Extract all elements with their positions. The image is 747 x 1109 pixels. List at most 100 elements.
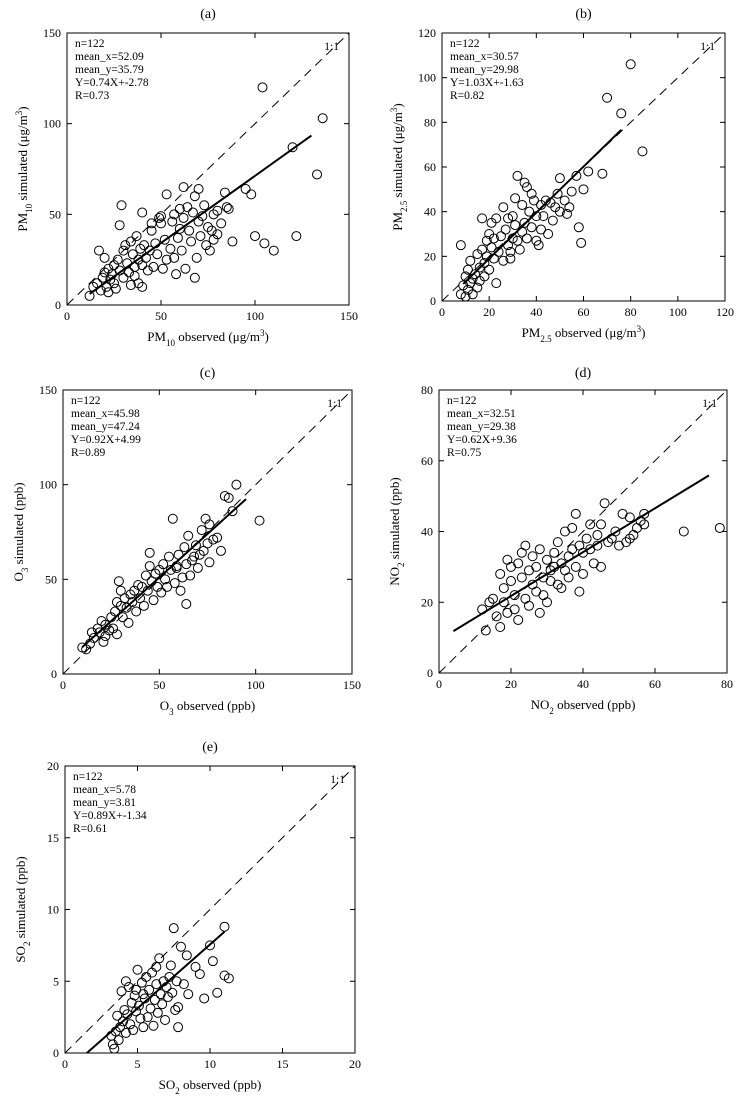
data-point (516, 572, 527, 583)
data-point (178, 212, 189, 223)
data-point (488, 593, 498, 604)
one-to-one-label: 1:1 (324, 41, 339, 53)
xlabel-axis-label: PM10 observed (μg/m3) (147, 328, 269, 348)
stats-text: R=0.61 (73, 823, 108, 835)
regression-line (86, 930, 226, 1053)
data-point (176, 245, 187, 256)
data-point (137, 207, 148, 218)
x-tick-label: 100 (246, 309, 264, 323)
chart-svg-c: (c) 0 50 100 150 0 50 100 150 n=122mean_x=45.98me… (11, 366, 361, 717)
data-point (150, 568, 161, 579)
data-point (498, 202, 509, 213)
stats-text: R=0.73 (75, 90, 110, 102)
data-point (189, 551, 200, 562)
x-tick-label: 0 (436, 677, 442, 691)
data-point (118, 1016, 128, 1027)
stats-text: R=0.82 (450, 90, 485, 102)
data-point (199, 200, 210, 211)
data-point (639, 508, 650, 519)
data-point (167, 216, 178, 227)
data-point (178, 182, 189, 193)
data-point (597, 168, 608, 179)
data-point (154, 953, 165, 964)
x-tick-label: 0 (64, 309, 70, 323)
stats-text: mean_y=29.38 (447, 421, 516, 433)
data-point (202, 538, 213, 549)
ylabel-axis-label: SO2 simulated (ppb) (13, 856, 32, 962)
data-point (99, 267, 110, 278)
data-point (193, 183, 204, 194)
data-point (599, 498, 610, 509)
ylabel-axis-label: O3 simulated (ppb) (11, 482, 30, 581)
data-point (223, 973, 234, 984)
y-tick-label: 10 (47, 903, 59, 917)
y-tick-label: 20 (421, 595, 433, 609)
data-point (513, 558, 524, 569)
y-tick-label: 80 (424, 115, 436, 129)
data-point (500, 224, 511, 235)
data-point (498, 583, 509, 594)
data-point (526, 222, 537, 233)
data-point (180, 263, 191, 274)
xlabel-axis-label: SO2 observed (ppb) (159, 1077, 262, 1096)
data-point (552, 188, 563, 199)
y-tick-label: 100 (43, 117, 61, 131)
one-to-one-line (65, 766, 355, 1053)
data-point (477, 213, 488, 224)
data-point (480, 625, 491, 636)
y-tick-label: 0 (430, 294, 436, 308)
data-point (160, 1014, 171, 1025)
data-point (561, 208, 572, 219)
data-point (528, 195, 539, 206)
data-point (185, 570, 196, 581)
data-point (455, 289, 466, 300)
data-point (169, 209, 180, 220)
data-point (187, 207, 198, 218)
x-tick-label: 120 (716, 305, 734, 319)
data-point (167, 987, 178, 998)
data-point (227, 506, 238, 517)
data-point (177, 572, 188, 583)
data-point (133, 278, 144, 289)
data-point (125, 236, 136, 247)
data-point (184, 225, 195, 236)
data-point (149, 994, 160, 1005)
data-point (160, 574, 171, 585)
panel-label: (e) (202, 740, 218, 755)
data-point (714, 522, 725, 533)
data-point (534, 544, 545, 555)
data-point (259, 238, 270, 249)
y-tick-label: 0 (51, 667, 57, 681)
data-point (152, 249, 163, 260)
y-tick-label: 0 (53, 1046, 59, 1060)
data-point (172, 232, 183, 243)
data-point (147, 967, 157, 978)
regression-line (88, 134, 312, 295)
data-point (199, 993, 210, 1004)
x-tick-label: 0 (62, 1057, 68, 1071)
data-point (545, 565, 556, 576)
data-point (540, 195, 551, 206)
data-point (156, 587, 167, 598)
chart-svg-b: (b)0 20 40 60 80 100 120020406080100120n=122me… (389, 7, 734, 344)
data-point (170, 1004, 181, 1015)
data-point (268, 245, 279, 256)
data-point (94, 627, 105, 638)
data-point (531, 561, 542, 572)
y-tick-label: 150 (39, 383, 57, 397)
data-point (154, 564, 165, 575)
x-tick-label: 60 (649, 677, 661, 691)
data-point (509, 590, 520, 601)
data-point (495, 568, 506, 579)
data-point (117, 612, 128, 623)
data-point (455, 240, 466, 251)
stats-text: mean_y=29.98 (450, 64, 519, 76)
data-point (538, 590, 549, 601)
y-tick-label: 15 (47, 831, 59, 845)
data-point (142, 1012, 153, 1023)
data-point (505, 246, 516, 257)
data-point (116, 200, 127, 211)
data-point (583, 166, 594, 177)
data-point (227, 236, 238, 247)
data-point (472, 282, 483, 293)
